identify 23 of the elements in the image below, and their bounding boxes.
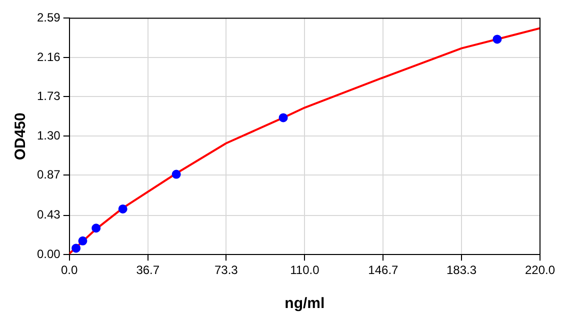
x-tick-label: 110.0 [290,263,320,278]
x-tick-label: 220.0 [524,263,556,278]
y-tick-label: 0.00 [36,246,61,261]
x-axis-title: ng/ml [284,295,325,312]
point [492,34,502,44]
y-tick-label: 1.73 [36,89,61,104]
y-tick-label: 2.59 [36,10,61,25]
x-tick-label: 183.3 [446,263,477,278]
x-tick-label: 0.0 [61,263,78,278]
point [78,236,88,246]
y-tick-label: 1.30 [36,128,61,142]
point [172,170,181,179]
point [278,113,288,122]
x-tick-label: 73.3 [214,263,238,278]
y-tick-label: 2.16 [36,50,61,64]
point [118,204,128,214]
point [72,244,81,253]
x-tick-label: 36.7 [136,263,160,278]
y-tick-label: 0.43 [36,208,61,222]
point [92,224,101,233]
x-tick-label: 146.7 [368,263,399,278]
y-tick-label: 0.87 [36,168,61,182]
y-axis-title: OD450 [12,112,30,160]
